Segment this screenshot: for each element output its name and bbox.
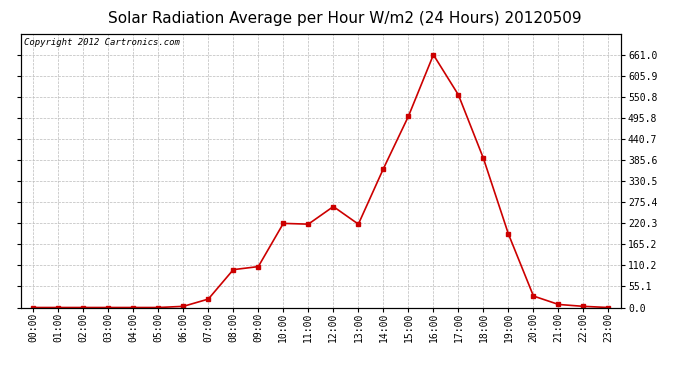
Text: Copyright 2012 Cartronics.com: Copyright 2012 Cartronics.com — [23, 38, 179, 47]
Text: Solar Radiation Average per Hour W/m2 (24 Hours) 20120509: Solar Radiation Average per Hour W/m2 (2… — [108, 11, 582, 26]
